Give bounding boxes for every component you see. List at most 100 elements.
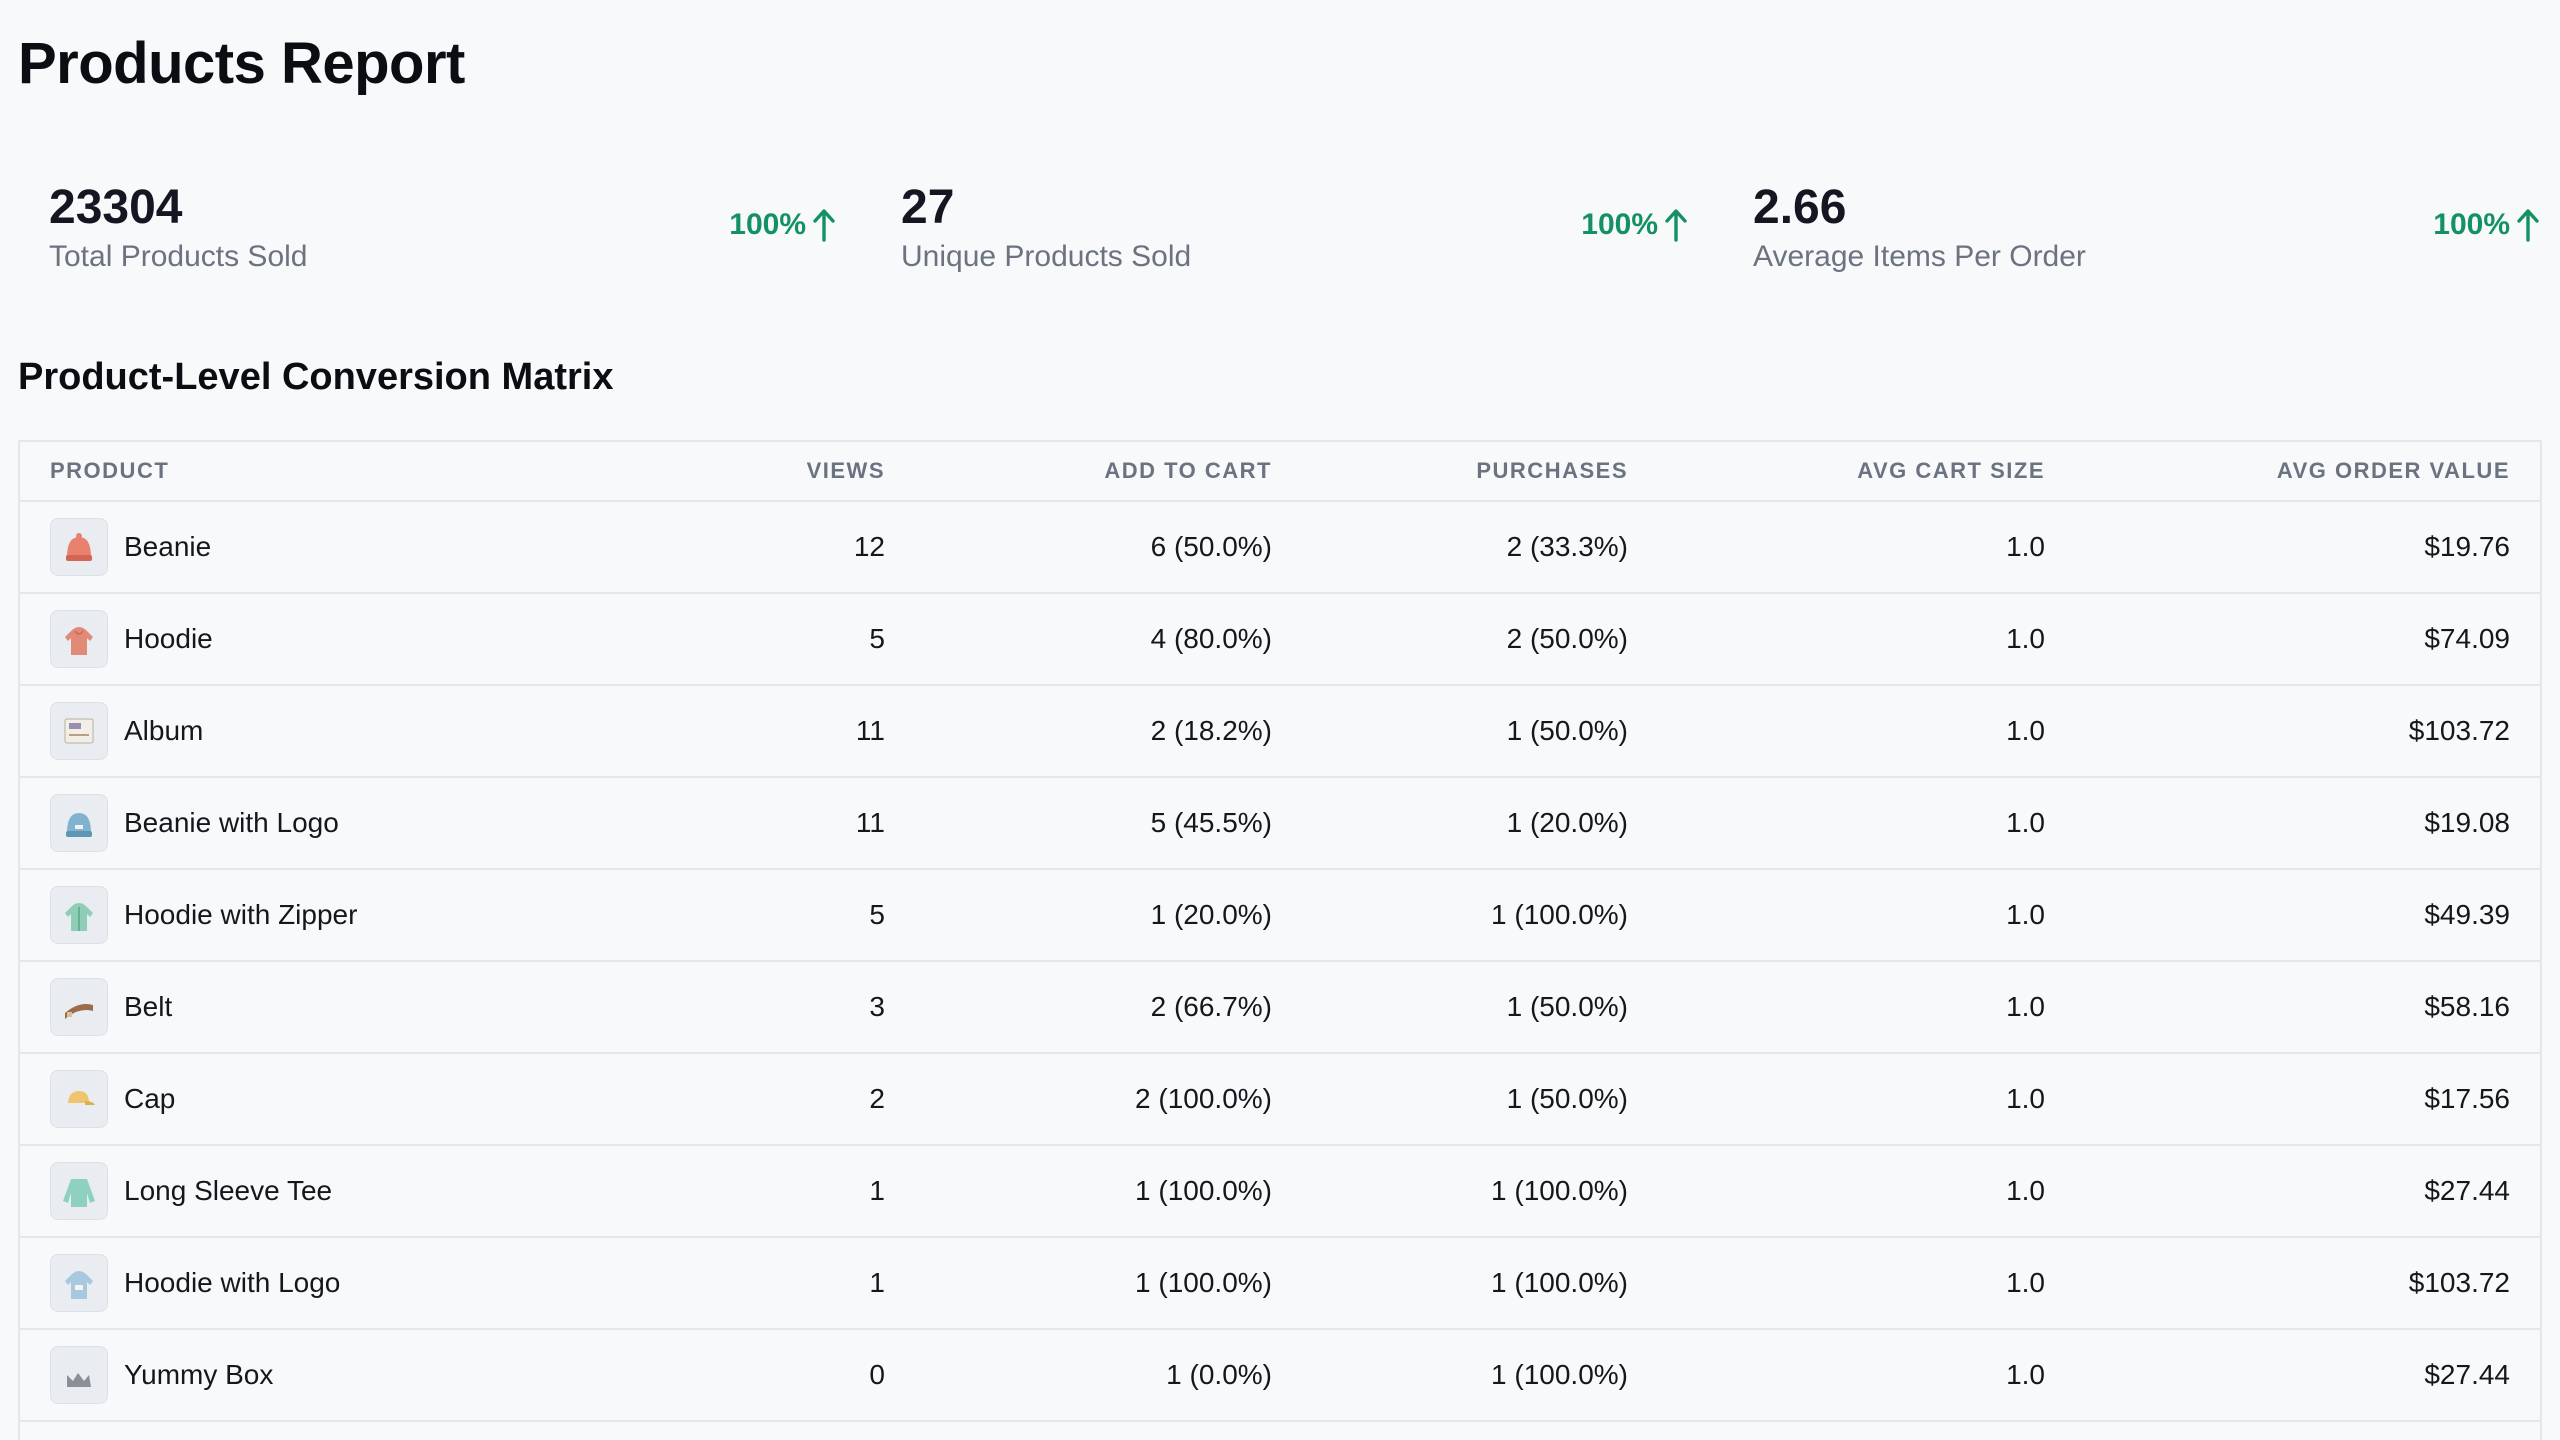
stat-value: 2.66 [1753,181,1847,234]
product-cell: Long Sleeve Tee [20,1145,675,1238]
stat-change: 100% [1581,208,1688,242]
avg-order-value-cell: $19.08 [2045,777,2540,870]
table-row[interactable]: Long Sleeve Tee 1 1 (100.0%) 1 (100.0%) 1.0 $… [20,1145,2540,1238]
avg-cart-size-cell: 1.0 [1628,501,2045,594]
views-cell: 2 [675,1053,885,1146]
views-cell: 1 [675,1145,885,1238]
arrow-up-icon [1665,209,1687,242]
add-to-cart-cell: 1 (100.0%) [885,1145,1272,1238]
stat-card-average-items-per-order: 2.66 Average Items Per Order 100% [1722,168,2540,288]
column-header-add-to-cart[interactable]: ADD TO CART [885,442,1272,502]
stat-card-total-products-sold: 23304 Total Products Sold 100% [18,168,836,288]
purchases-cell: 1 (50.0%) [1272,685,1628,778]
product-cell: Beanie [20,501,675,594]
cap-icon [50,1070,108,1128]
avg-cart-size-cell: 1.0 [1628,1237,2045,1330]
hoodie-icon [50,610,108,668]
product-cell: Album [20,685,675,778]
table-row[interactable]: Beanie 12 6 (50.0%) 2 (33.3%) 1.0 $19.76 [20,501,2540,594]
table-row[interactable]: Album 11 2 (18.2%) 1 (50.0%) 1.0 $103.72 [20,685,2540,778]
table-row[interactable]: Hoodie with Zipper 5 1 (20.0%) 1 (100.0%) 1.… [20,869,2540,962]
avg-order-value-cell: $17.56 [2045,1053,2540,1146]
views-cell: 5 [675,593,885,686]
purchases-cell: 2 (33.3%) [1272,501,1628,594]
product-name[interactable]: Hoodie with Zipper [124,899,358,930]
table-header-row: PRODUCT VIEWS ADD TO CART PURCHASES AVG … [20,442,2540,502]
stat-value: 27 [901,181,955,234]
arrow-up-icon [2517,209,2539,242]
avg-order-value-cell: $103.72 [2045,1237,2540,1330]
avg-order-value-cell: $19.76 [2045,501,2540,594]
column-header-product[interactable]: PRODUCT [20,442,675,502]
belt-icon [50,978,108,1036]
page-title: Products Report [18,31,465,96]
column-header-avg-order-value[interactable]: AVG ORDER VALUE [2045,442,2540,502]
table-row[interactable]: Belt 3 2 (66.7%) 1 (50.0%) 1.0 $58.16 [20,961,2540,1054]
table-row[interactable]: Beanie with Logo 11 5 (45.5%) 1 (20.0%) 1.0 $… [20,777,2540,870]
purchases-cell: 1 (50.0%) [1272,1053,1628,1146]
stat-label: Total Products Sold [49,240,308,273]
product-name[interactable]: Belt [124,991,173,1022]
add-to-cart-cell: 2 (18.2%) [885,685,1272,778]
table-row[interactable]: Cap 2 2 (100.0%) 1 (50.0%) 1.0 $17.56 [20,1053,2540,1146]
purchases-cell: 1 (100.0%) [1272,1145,1628,1238]
avg-cart-size-cell: 1.0 [1628,1329,2045,1422]
add-to-cart-cell: 5 (45.5%) [885,777,1272,870]
conversion-matrix-table: PRODUCT VIEWS ADD TO CART PURCHASES AVG … [18,440,2542,1440]
avg-cart-size-cell: 1.0 [1628,593,2045,686]
product-name[interactable]: Long Sleeve Tee [124,1175,333,1206]
stat-change-value: 100% [1581,208,1658,241]
product-name[interactable]: Album [124,715,204,746]
product-info: Beanie [50,518,675,576]
views-cell: 1 [675,1237,885,1330]
stat-label: Average Items Per Order [1753,240,2086,273]
product-cell: Hoodie [20,593,675,686]
add-to-cart-cell: 1 (100.0%) [885,1237,1272,1330]
product-info: Yummy Box [50,1346,675,1404]
product-name[interactable]: Hoodie with Logo [124,1267,341,1298]
add-to-cart-cell: 1 (0.0%) [885,1329,1272,1422]
stats-row: 23304 Total Products Sold 100% 27 Unique… [18,168,2542,288]
hoodie-with-logo-icon [50,1254,108,1312]
long-sleeve-tee-icon [50,1162,108,1220]
product-name[interactable]: Beanie with Logo [124,807,339,838]
product-cell: Hoodie with Logo [20,1237,675,1330]
section-title: Product-Level Conversion Matrix [18,356,614,398]
avg-order-value-cell: $58.16 [2045,961,2540,1054]
product-info: Belt [50,978,675,1036]
column-header-purchases[interactable]: PURCHASES [1272,442,1628,502]
album-icon [50,702,108,760]
stat-label: Unique Products Sold [901,240,1192,273]
avg-order-value-cell: $27.44 [2045,1329,2540,1422]
stat-change: 100% [729,208,836,242]
product-name[interactable]: Cap [124,1083,176,1114]
arrow-up-icon [813,209,835,242]
column-header-views[interactable]: VIEWS [675,442,885,502]
table-row[interactable]: Yummy Box 0 1 (0.0%) 1 (100.0%) 1.0 $27.44 [20,1329,2540,1422]
product-info: Hoodie with Logo [50,1254,675,1312]
table-body: Beanie 12 6 (50.0%) 2 (33.3%) 1.0 $19.76 Hoodi… [20,501,2540,1422]
table-row[interactable]: Hoodie with Logo 1 1 (100.0%) 1 (100.0%) 1.0… [20,1237,2540,1330]
avg-cart-size-cell: 1.0 [1628,1145,2045,1238]
product-info: Cap [50,1070,675,1128]
product-cell: Beanie with Logo [20,777,675,870]
stat-change-value: 100% [2433,208,2510,241]
add-to-cart-cell: 4 (80.0%) [885,593,1272,686]
product-info: Hoodie [50,610,675,668]
product-cell: Hoodie with Zipper [20,869,675,962]
avg-cart-size-cell: 1.0 [1628,961,2045,1054]
stat-change-value: 100% [729,208,806,241]
product-name[interactable]: Hoodie [124,623,213,654]
beanie-with-logo-icon [50,794,108,852]
product-name[interactable]: Yummy Box [124,1359,274,1390]
column-header-avg-cart-size[interactable]: AVG CART SIZE [1628,442,2045,502]
avg-order-value-cell: $74.09 [2045,593,2540,686]
product-name[interactable]: Beanie [124,531,212,562]
table-row[interactable]: Hoodie 5 4 (80.0%) 2 (50.0%) 1.0 $74.09 [20,593,2540,686]
image-placeholder-icon [50,1346,108,1404]
avg-order-value-cell: $49.39 [2045,869,2540,962]
purchases-cell: 2 (50.0%) [1272,593,1628,686]
purchases-cell: 1 (50.0%) [1272,961,1628,1054]
avg-cart-size-cell: 1.0 [1628,869,2045,962]
